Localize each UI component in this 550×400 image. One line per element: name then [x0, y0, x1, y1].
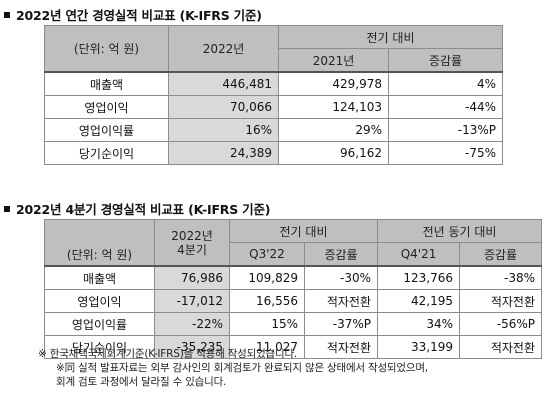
cell-change2: -56%P: [459, 312, 543, 336]
cell-change2: 적자전환: [459, 289, 543, 313]
cell-q4: 34%: [377, 312, 461, 336]
unit-label: (단위: 억 원): [44, 25, 169, 73]
cell-change1: 적자전환: [303, 289, 379, 313]
row-label: 영업이익: [44, 289, 155, 313]
cell-current: -35,235: [154, 335, 230, 359]
cell-current: -17,012: [154, 289, 230, 313]
cell-change2: 적자전환: [459, 335, 543, 359]
cell-change: 4%: [387, 71, 504, 96]
table-row: 영업이익률 -22% 15% -37%P 34% -56%P: [44, 312, 543, 336]
cell-current: 16%: [168, 118, 279, 142]
section-title-annual: 2022년 연간 경영실적 비교표 (K-IFRS 기준): [4, 5, 262, 24]
cell-change: -44%: [387, 95, 504, 119]
table-header-row: (단위: 억 원) 2022년 4분기 전기 대비 전년 동기 대비: [44, 219, 543, 267]
bullet-square-icon: [4, 12, 10, 18]
row-label: 당기순이익: [44, 335, 155, 359]
footnote-audit-cont: 회계 검토 과정에서 달라질 수 있습니다.: [56, 376, 227, 388]
row-label: 당기순이익: [44, 141, 169, 165]
table-row: 매출액 76,986 109,829 -30% 123,766 -38%: [44, 265, 543, 290]
col-header-change2: 증감률: [459, 242, 543, 267]
unit-label: (단위: 억 원): [44, 219, 155, 267]
table-row: 영업이익률 16% 29% -13%P: [44, 118, 504, 142]
col-header-q4: Q4'21: [377, 242, 461, 267]
table-subheader-row: Q3'22 증감률 Q4'21 증감률: [45, 242, 543, 267]
section-title-quarterly-text: 2022년 4분기 경영실적 비교표 (K-IFRS 기준): [16, 202, 271, 217]
footnote-audit: ※同 실적 발표자료는 외부 감사인의 회계검토가 완료되지 않은 상태에서 작…: [56, 362, 428, 374]
cell-q3: 16,556: [229, 289, 305, 313]
cell-change2: -38%: [459, 265, 543, 290]
cell-current: 70,066: [168, 95, 279, 119]
col-header-compare-prev: 전기 대비: [228, 219, 379, 243]
col-header-2021: 2021년: [278, 48, 389, 73]
cell-change: -13%P: [387, 118, 504, 142]
col-header-2022: 2022년: [168, 25, 279, 73]
quarterly-results-table: (단위: 억 원) 2022년 4분기 전기 대비 전년 동기 대비 Q3'22…: [44, 219, 543, 359]
cell-prev: 29%: [278, 118, 389, 142]
col-header-compare-yoy: 전년 동기 대비: [377, 219, 543, 243]
cell-prev: 429,978: [278, 71, 389, 96]
cell-change1: 적자전환: [303, 335, 379, 359]
cell-current: 446,481: [168, 71, 279, 96]
table-subheader-row: 2021년 증감률: [45, 48, 504, 73]
table-row: 당기순이익 -35,235 11,027 적자전환 33,199 적자전환: [44, 335, 543, 359]
col-header-change1: 증감률: [303, 242, 379, 267]
table-row: 영업이익 70,066 124,103 -44%: [44, 95, 504, 119]
cell-q4: 123,766: [377, 265, 461, 290]
row-label: 영업이익률: [44, 312, 155, 336]
cell-current: 76,986: [154, 265, 230, 290]
table-row: 매출액 446,481 429,978 4%: [44, 71, 504, 96]
cell-q3: 109,829: [229, 265, 305, 290]
section-title-annual-text: 2022년 연간 경영실적 비교표 (K-IFRS 기준): [16, 8, 262, 23]
col-header-change: 증감률: [387, 48, 504, 73]
col-header-2022q4-line1: 2022년: [171, 228, 213, 243]
annual-results-table: (단위: 억 원) 2022년 전기 대비 2021년 증감률 매출액 446,…: [44, 25, 504, 165]
section-title-quarterly: 2022년 4분기 경영실적 비교표 (K-IFRS 기준): [4, 199, 270, 218]
cell-change1: -30%: [303, 265, 379, 290]
bullet-square-icon: [4, 206, 10, 212]
footnote-ifrs: ※ 한국채택국제회계기준(K-IFRS)을 적용해 작성되었습니다.: [38, 348, 298, 360]
col-header-compare: 전기 대비: [277, 25, 504, 49]
col-header-2022q4-line2: 4분기: [177, 242, 207, 257]
cell-q3: 15%: [229, 312, 305, 336]
cell-change1: -37%P: [303, 312, 379, 336]
col-header-q3: Q3'22: [229, 242, 305, 267]
table-header-row: (단위: 억 원) 2022년 전기 대비: [44, 25, 504, 73]
table-row: 영업이익 -17,012 16,556 적자전환 42,195 적자전환: [44, 289, 543, 313]
col-header-2022q4: 2022년 4분기: [154, 219, 230, 267]
row-label: 영업이익률: [44, 118, 169, 142]
cell-current: -22%: [154, 312, 230, 336]
cell-prev: 124,103: [278, 95, 389, 119]
row-label: 매출액: [44, 265, 155, 290]
cell-q4: 42,195: [377, 289, 461, 313]
cell-change: -75%: [387, 141, 504, 165]
cell-q4: 33,199: [377, 335, 461, 359]
row-label: 매출액: [44, 71, 169, 96]
row-label: 영업이익: [44, 95, 169, 119]
cell-current: 24,389: [168, 141, 279, 165]
table-row: 당기순이익 24,389 96,162 -75%: [44, 141, 504, 165]
cell-prev: 96,162: [278, 141, 389, 165]
